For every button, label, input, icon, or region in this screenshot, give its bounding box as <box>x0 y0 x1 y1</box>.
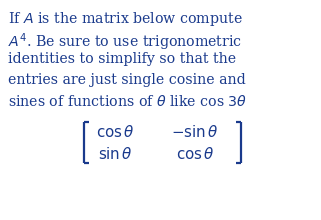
Text: $\sin\theta$: $\sin\theta$ <box>98 146 132 162</box>
Text: identities to simplify so that the: identities to simplify so that the <box>8 52 236 66</box>
Text: $\cos\theta$: $\cos\theta$ <box>176 146 214 162</box>
Text: $\cos\theta$: $\cos\theta$ <box>96 124 134 140</box>
Text: If $\mathit{A}$ is the matrix below compute: If $\mathit{A}$ is the matrix below comp… <box>8 10 243 28</box>
Text: $-\sin\theta$: $-\sin\theta$ <box>171 124 219 140</box>
Text: $\mathit{A}^4$. Be sure to use trigonometric: $\mathit{A}^4$. Be sure to use trigonome… <box>8 31 242 53</box>
Text: entries are just single cosine and: entries are just single cosine and <box>8 73 246 87</box>
Text: sines of functions of $\theta$ like cos $3\theta$: sines of functions of $\theta$ like cos … <box>8 94 247 109</box>
